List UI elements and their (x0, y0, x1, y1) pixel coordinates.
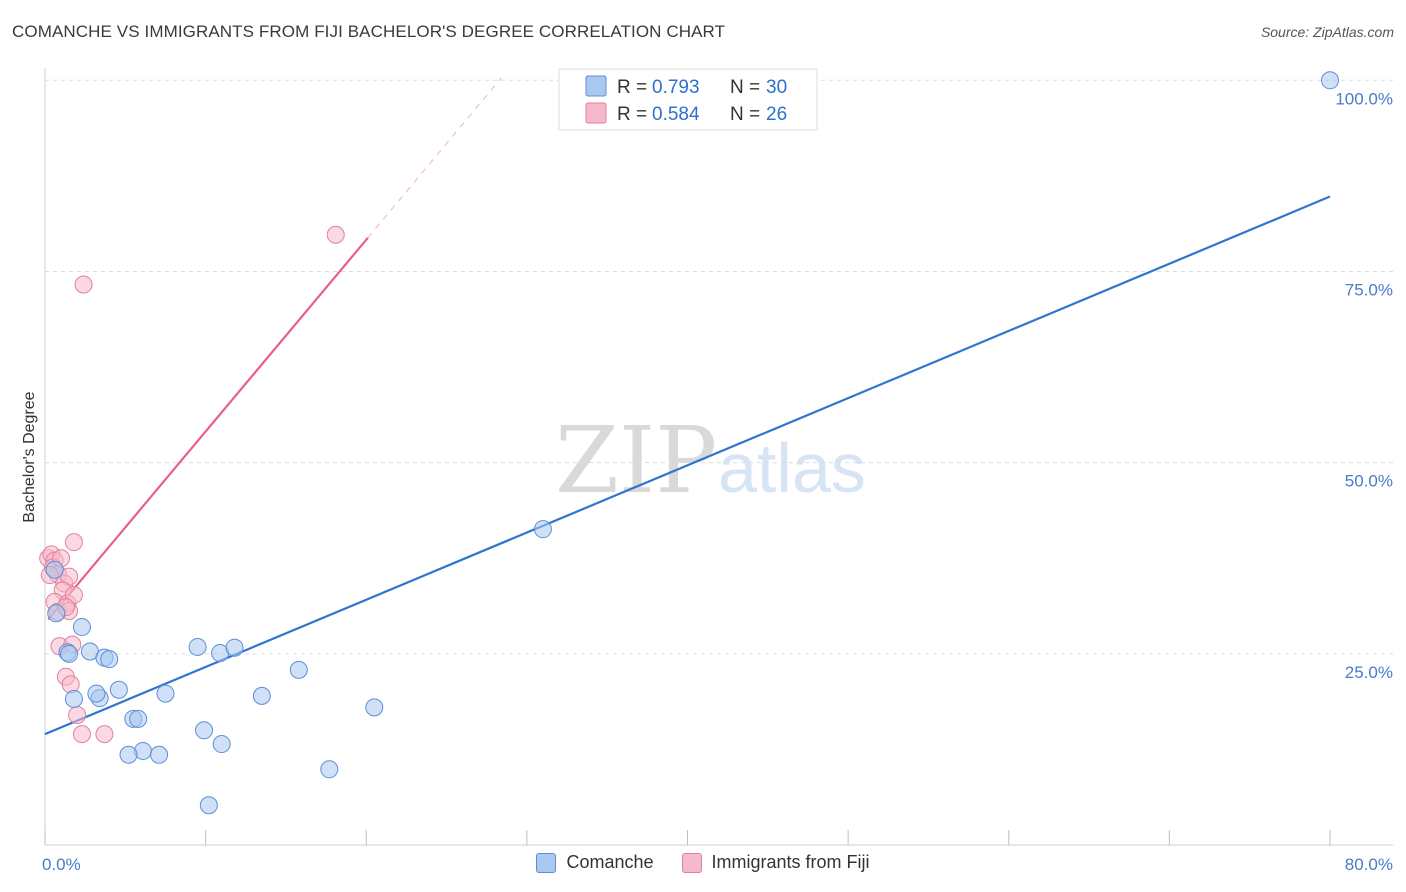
point-comanche-25 (365, 698, 384, 717)
point-comanche-17 (188, 637, 207, 656)
point-fiji-25 (326, 225, 345, 244)
legend-swatch-comanche-bottom (536, 852, 557, 873)
y-tick-label-100: 100.0% (1335, 89, 1393, 108)
chart-title: COMANCHE VS IMMIGRANTS FROM FIJI BACHELO… (12, 22, 726, 41)
tick-labels: 25.0% 50.0% 75.0% 100.0% 0.0% 80.0% (42, 89, 1393, 874)
legend-r-value-2: 0.584 (652, 104, 700, 125)
point-fiji-23 (95, 725, 114, 744)
point-comanche-23 (289, 660, 308, 679)
legend-swatch-fiji (585, 102, 607, 124)
legend-item-fiji: Immigrants from Fiji (681, 852, 870, 873)
legend-item-comanche: Comanche (536, 852, 654, 873)
legend-n-label-1: N = (730, 77, 760, 98)
point-comanche-29 (45, 560, 64, 579)
x-tick-label-80: 80.0% (1345, 855, 1393, 874)
point-comanche-26 (199, 796, 218, 815)
point-comanche-28 (1321, 71, 1339, 90)
series-legend: Comanche Immigrants from Fiji (0, 852, 1406, 873)
trend-line-fiji-extension (367, 77, 502, 239)
legend-label-fiji: Immigrants from Fiji (711, 852, 870, 872)
legend-n-value-2: 26 (766, 104, 787, 125)
y-axis-label: Bachelor's Degree (21, 391, 38, 522)
x-tick-label-0: 0.0% (42, 855, 81, 874)
y-tick-label-25: 25.0% (1345, 663, 1393, 682)
point-fiji-21 (68, 706, 87, 724)
point-comanche-27 (533, 520, 552, 539)
y-tick-label-75: 75.0% (1345, 280, 1393, 299)
point-fiji-22 (72, 725, 91, 744)
point-comanche-14 (119, 745, 138, 764)
point-comanche-10 (64, 689, 83, 708)
trend-line-fiji (47, 237, 369, 621)
trend-lines (44, 77, 1331, 736)
watermark-zip: ZIP (555, 407, 717, 514)
watermark-atlas: atlas (718, 429, 866, 507)
point-fiji-20 (61, 675, 80, 694)
point-comanche-5 (100, 650, 119, 669)
point-comanche-24 (320, 760, 339, 779)
point-comanche-15 (150, 745, 169, 764)
point-comanche-6 (60, 644, 79, 663)
point-comanche-19 (225, 638, 244, 657)
legend-r-label-1: R = (617, 77, 647, 98)
point-comanche-16 (156, 684, 175, 703)
point-fiji-24 (74, 275, 93, 294)
correlation-legend: R = 0.793 N = 30 R = 0.584 N = 26 (558, 68, 818, 131)
legend-r-label-2: R = (617, 104, 647, 125)
point-comanche-9 (109, 680, 128, 699)
point-comanche-20 (195, 721, 214, 740)
legend-n-value-1: 30 (766, 77, 787, 98)
legend-n-label-2: N = (730, 104, 760, 125)
legend-r-value-1: 0.793 (652, 77, 700, 98)
y-tick-label-50: 50.0% (1345, 472, 1393, 491)
point-comanche-0 (47, 604, 66, 623)
legend-swatch-fiji-bottom (681, 852, 702, 873)
axes (44, 68, 1393, 846)
gridlines (45, 79, 1393, 655)
point-comanche-22 (252, 686, 271, 705)
source-credit: Source: ZipAtlas.com (1260, 24, 1394, 40)
legend-swatch-comanche (585, 75, 607, 97)
trend-line-comanche (44, 195, 1331, 736)
point-comanche-2 (72, 618, 91, 637)
point-fiji-9 (64, 533, 83, 552)
point-comanche-21 (212, 735, 231, 754)
point-comanche-12 (129, 709, 148, 728)
data-points (39, 71, 1339, 815)
legend-label-comanche: Comanche (566, 852, 654, 872)
point-comanche-8 (87, 684, 106, 703)
